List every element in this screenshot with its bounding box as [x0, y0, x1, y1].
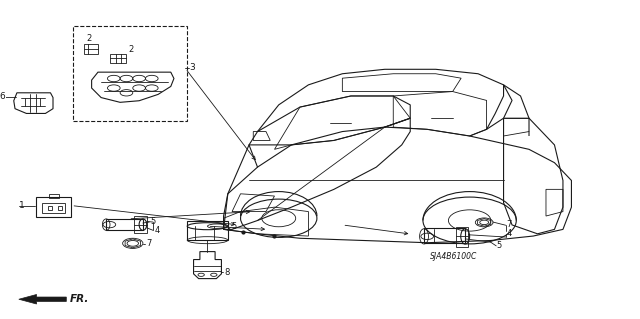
- Text: 1: 1: [19, 201, 24, 210]
- Bar: [106, 219, 143, 230]
- Text: 5: 5: [232, 222, 237, 231]
- Text: 4: 4: [154, 226, 159, 235]
- Text: FR.: FR.: [70, 294, 89, 304]
- Bar: [188, 221, 228, 240]
- Bar: [36, 197, 72, 217]
- Text: 8: 8: [225, 268, 230, 277]
- Text: 2: 2: [129, 45, 134, 55]
- Bar: [134, 216, 147, 233]
- Text: 7: 7: [147, 239, 152, 248]
- Bar: [72, 26, 187, 122]
- Bar: [84, 44, 98, 54]
- Text: 3: 3: [190, 63, 195, 72]
- Text: 4: 4: [506, 229, 511, 238]
- Text: SJA4B6100C: SJA4B6100C: [430, 252, 477, 261]
- Text: 7: 7: [506, 220, 512, 229]
- Text: 5: 5: [497, 241, 502, 250]
- Text: 6: 6: [0, 92, 5, 101]
- Text: 5: 5: [150, 217, 156, 226]
- Bar: [456, 227, 468, 247]
- Text: 2: 2: [86, 34, 92, 43]
- Bar: [42, 203, 65, 213]
- Bar: [110, 54, 127, 63]
- Bar: [49, 195, 59, 197]
- Polygon shape: [19, 294, 67, 304]
- Bar: [424, 228, 465, 243]
